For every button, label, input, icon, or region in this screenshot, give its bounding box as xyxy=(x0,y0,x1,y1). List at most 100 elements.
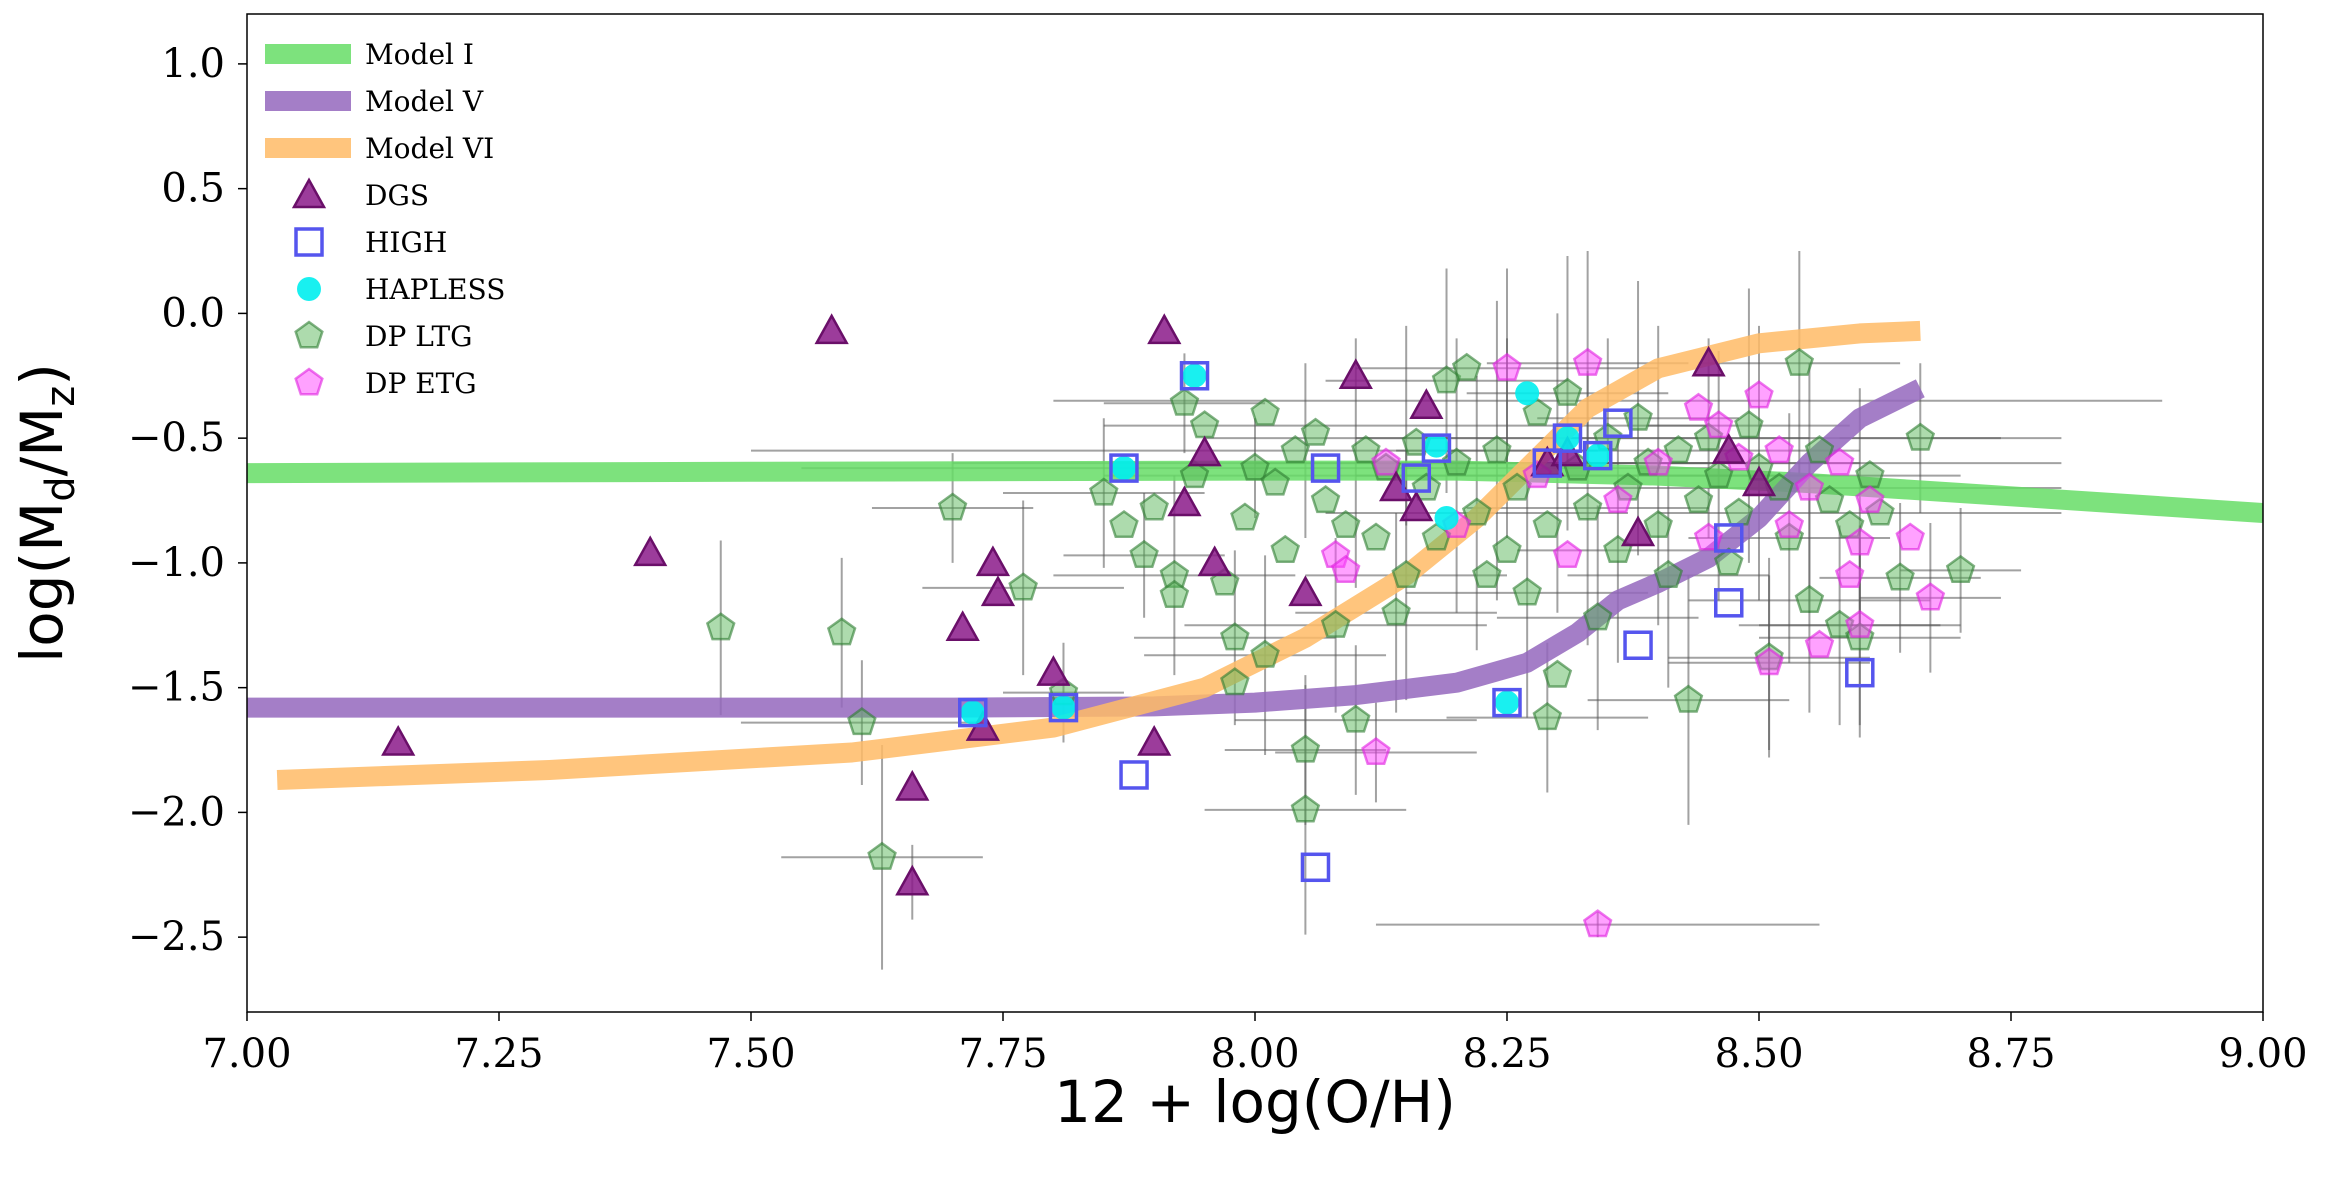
point-dp-ltg xyxy=(1381,597,1411,626)
point-dgs xyxy=(1691,345,1726,377)
point-dp-ltg xyxy=(1461,497,1492,526)
point-dp-ltg xyxy=(1734,410,1764,439)
point-high xyxy=(1421,433,1452,463)
point-dgs xyxy=(1187,435,1222,467)
point-dgs xyxy=(975,545,1011,577)
point-dp-etg xyxy=(1492,352,1522,381)
point-hapless xyxy=(1182,363,1207,388)
point-dp-ltg xyxy=(1230,502,1260,531)
point-dgs xyxy=(980,575,1016,607)
y-tick-label: 0.5 xyxy=(161,166,225,212)
point-high xyxy=(1401,463,1432,493)
x-tick-label: 8.50 xyxy=(1714,1031,1803,1077)
point-dp-ltg xyxy=(1139,492,1169,521)
point-dp-ltg xyxy=(1109,509,1139,539)
point-high xyxy=(1310,453,1341,483)
legend-swatch xyxy=(265,138,351,158)
point-dp-ltg xyxy=(1169,387,1200,416)
y-tick-label: −2.0 xyxy=(128,789,225,835)
point-hapless xyxy=(1434,505,1459,530)
point-dp-ltg xyxy=(1290,794,1321,823)
point-dp-etg xyxy=(1834,559,1865,588)
point-hapless xyxy=(1585,443,1610,468)
legend-marker xyxy=(294,367,324,396)
point-dp-ltg xyxy=(705,612,736,641)
legend-label: Model I xyxy=(365,38,474,71)
point-dp-etg xyxy=(1824,447,1855,476)
point-dp-etg xyxy=(1552,539,1583,568)
point-dgs xyxy=(1137,724,1172,756)
point-high xyxy=(1300,852,1331,883)
point-dp-ltg xyxy=(1250,397,1280,426)
point-dp-etg xyxy=(1804,629,1835,658)
point-high xyxy=(1714,588,1744,618)
legend-marker xyxy=(294,320,324,349)
legend-entry: DP LTG xyxy=(294,320,473,353)
point-dp-etg xyxy=(1794,472,1825,501)
point-hapless xyxy=(960,700,985,725)
point-dgs xyxy=(945,610,980,642)
point-dp-ltg xyxy=(1945,554,1976,583)
point-high xyxy=(1048,692,1079,723)
point-dp-ltg xyxy=(1391,559,1421,588)
point-dp-ltg xyxy=(1220,622,1250,651)
point-dp-ltg xyxy=(1129,539,1159,568)
legend-entry: DGS xyxy=(291,177,429,212)
point-dp-etg xyxy=(1845,527,1875,556)
point-dp-ltg xyxy=(1784,347,1815,376)
point-hapless xyxy=(1051,695,1076,720)
point-high xyxy=(958,697,988,728)
legend-label: HAPLESS xyxy=(365,273,505,306)
point-dp-etg xyxy=(1915,582,1946,611)
point-dgs xyxy=(895,769,930,801)
point-dp-etg xyxy=(1754,647,1784,676)
point-dgs xyxy=(633,535,668,567)
point-dp-ltg xyxy=(847,707,877,736)
x-axis-label: 12 + log(O/H) xyxy=(1054,1068,1456,1136)
legend-entry: HAPLESS xyxy=(297,273,505,306)
point-hapless xyxy=(1555,426,1580,451)
point-hapless xyxy=(1111,456,1136,481)
point-dgs xyxy=(814,313,849,345)
point-dgs xyxy=(1620,515,1656,547)
point-dp-ltg xyxy=(1089,477,1119,506)
point-dgs xyxy=(1147,313,1182,345)
point-dp-ltg xyxy=(1532,702,1563,731)
legend-label: DGS xyxy=(365,179,429,212)
point-dp-ltg xyxy=(1542,659,1573,688)
legend-entry: Model VI xyxy=(265,132,494,165)
point-dp-ltg xyxy=(1582,602,1613,631)
point-dgs xyxy=(1036,655,1071,686)
point-dp-ltg xyxy=(826,617,857,646)
legend-marker xyxy=(297,277,321,301)
point-dp-etg xyxy=(1845,609,1875,638)
point-dp-etg xyxy=(1361,736,1391,766)
legend-label: HIGH xyxy=(365,226,447,259)
point-dp-etg xyxy=(1895,522,1925,551)
point-dp-ltg xyxy=(1260,467,1290,496)
point-hapless xyxy=(1515,381,1540,406)
legend-label: Model V xyxy=(365,85,484,118)
point-dp-ltg xyxy=(1189,410,1220,439)
point-dp-etg xyxy=(1683,392,1714,421)
point-dp-ltg xyxy=(1290,734,1321,763)
point-dp-ltg xyxy=(1451,352,1482,381)
point-high xyxy=(1179,361,1210,391)
x-tick-label: 7.00 xyxy=(202,1031,291,1077)
legend-swatch xyxy=(265,44,351,64)
point-dp-etg xyxy=(1703,410,1734,439)
x-tick-label: 8.25 xyxy=(1462,1031,1551,1077)
point-dp-ltg xyxy=(1653,559,1684,588)
point-high xyxy=(1492,687,1522,718)
y-tick-label: −1.5 xyxy=(128,665,225,711)
point-dp-ltg xyxy=(1008,572,1038,601)
point-dp-etg xyxy=(1764,435,1794,464)
point-dp-ltg xyxy=(1713,547,1744,576)
y-tick-label: −2.5 xyxy=(128,914,225,960)
point-dp-ltg xyxy=(1411,472,1442,501)
point-dp-ltg xyxy=(1310,484,1341,514)
point-dp-ltg xyxy=(1532,509,1563,539)
legend-entry: HIGH xyxy=(294,226,447,259)
point-high xyxy=(1532,448,1563,478)
y-axis-label: log(Md/Mz) xyxy=(8,363,84,663)
